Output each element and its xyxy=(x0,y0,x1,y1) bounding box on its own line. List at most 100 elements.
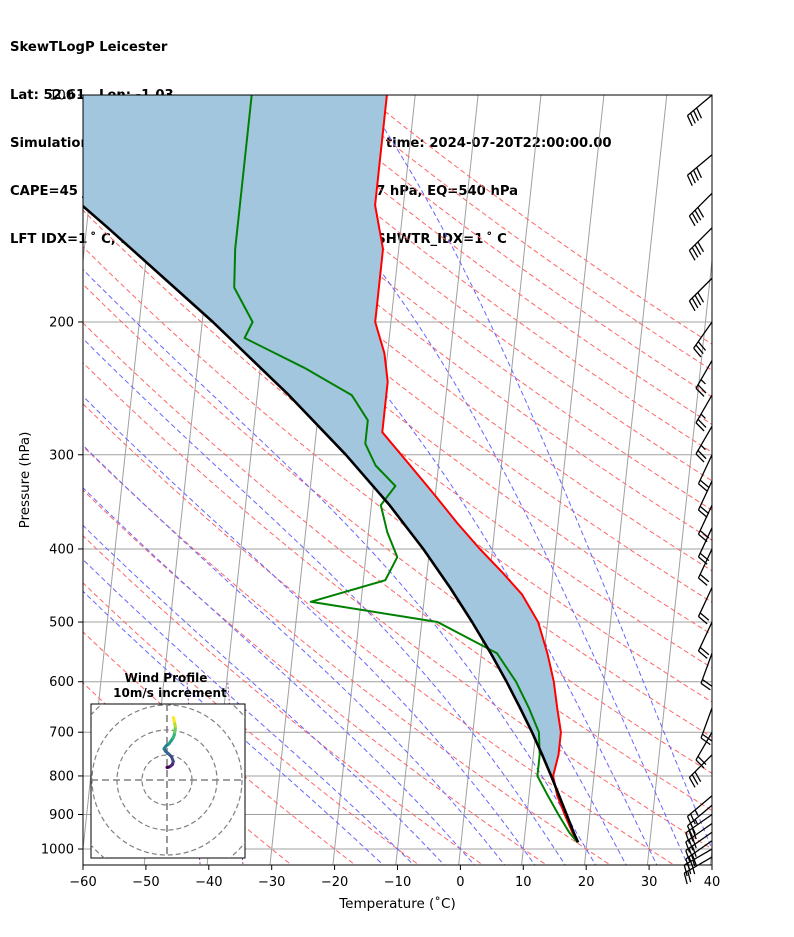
wind-barb-flag xyxy=(699,552,710,562)
wind-barb-staff xyxy=(687,804,713,827)
wind-barb xyxy=(697,480,713,518)
hodograph-subtitle: 10m/s increment xyxy=(113,686,227,700)
wind-barb-flag xyxy=(689,172,696,184)
moist-adiabat-line xyxy=(226,95,689,865)
wind-barb-flag xyxy=(697,241,705,253)
wind-barb-flag xyxy=(688,777,696,788)
x-tick-label: 40 xyxy=(704,875,721,890)
wind-barb-flag xyxy=(702,733,713,742)
dry-adiabat-line xyxy=(266,95,712,425)
wind-barb-flag xyxy=(694,771,702,783)
wind-barb-staff xyxy=(697,621,713,652)
wind-barb-staff xyxy=(695,360,713,389)
wind-barb xyxy=(685,822,713,853)
wind-barb-flag xyxy=(697,292,705,303)
wind-barb xyxy=(700,653,713,691)
wind-barb-flag xyxy=(688,848,694,860)
moist-adiabat-line xyxy=(83,395,536,865)
wind-barb xyxy=(695,360,713,397)
wind-barb-flag xyxy=(694,244,702,255)
wind-barb-staff xyxy=(700,653,713,684)
wind-barb-flag xyxy=(695,344,704,355)
wind-barb-flag xyxy=(691,837,697,849)
wind-barb xyxy=(695,425,713,463)
wind-barb-flag xyxy=(696,167,703,179)
moist-adiabat-line xyxy=(83,268,597,865)
dry-adiabat-line xyxy=(83,283,712,774)
dry-adiabat-line xyxy=(83,582,420,865)
x-tick-label: 10 xyxy=(515,875,532,890)
cape-area xyxy=(83,95,579,843)
wind-barb-flag xyxy=(697,418,707,428)
dry-adiabat-line xyxy=(168,95,712,511)
x-tick-label: −60 xyxy=(69,875,96,890)
wind-barb-staff xyxy=(687,94,713,117)
wind-barb-staff xyxy=(688,754,713,778)
wind-barb-flag xyxy=(698,650,708,659)
moist-adiabat-line xyxy=(83,337,566,865)
wind-barb-flag xyxy=(685,841,691,853)
wind-barb xyxy=(685,840,713,871)
wind-barb-staff xyxy=(697,527,713,558)
wind-barb-half-flag xyxy=(694,819,699,826)
wind-barb-staff xyxy=(697,504,713,535)
dewpoint-profile xyxy=(233,95,579,844)
y-tick-label: 1000 xyxy=(41,843,74,858)
wind-barb-flag xyxy=(700,682,711,691)
wind-barb-flag xyxy=(697,207,705,218)
wind-barb-flag xyxy=(695,387,705,397)
wind-barb-flag xyxy=(689,813,696,825)
wind-barb-flag xyxy=(688,250,696,261)
isotherm-line xyxy=(458,95,542,865)
wind-barb-staff xyxy=(685,840,713,860)
y-tick-label: 400 xyxy=(49,542,74,557)
wind-barb-flag xyxy=(698,616,708,625)
y-tick-label: 100 xyxy=(49,89,74,104)
wind-barb-flag xyxy=(686,175,693,186)
wind-barb-half-flag xyxy=(692,867,696,875)
wind-barb-flag xyxy=(688,839,694,851)
wind-barb xyxy=(688,277,713,312)
moist-adiabat-line xyxy=(83,524,445,865)
wind-barb-flag xyxy=(686,825,693,837)
title-station: SkewTLogP Leicester xyxy=(10,40,168,55)
y-tick-label: 500 xyxy=(49,616,74,631)
isotherm-line xyxy=(709,844,712,865)
wind-barb-flag xyxy=(698,483,708,492)
hodograph-trace-segment xyxy=(171,716,176,721)
profile-lines xyxy=(83,95,580,844)
wind-barb-flag xyxy=(683,872,688,885)
y-tick-label: 200 xyxy=(49,315,74,330)
wind-barb-half-flag xyxy=(700,413,706,419)
wind-barb-staff xyxy=(683,848,713,866)
wind-barb xyxy=(686,795,713,827)
dry-adiabat-line xyxy=(83,489,548,865)
wind-barb xyxy=(688,754,713,788)
wind-barb-flag xyxy=(695,422,705,432)
wind-barb-flag xyxy=(693,110,699,122)
wind-barb xyxy=(697,454,713,492)
wind-barb-staff xyxy=(695,394,713,424)
x-tick-label: 0 xyxy=(456,875,464,890)
dry-adiabat-line xyxy=(83,535,484,865)
wind-barb xyxy=(700,707,713,746)
wind-barb-flag xyxy=(686,816,693,827)
hodograph-inset xyxy=(90,703,246,859)
dry-adiabat-line xyxy=(83,403,676,865)
wind-barb-flag xyxy=(691,845,697,857)
temperature-profile xyxy=(374,95,579,843)
wind-barb-staff xyxy=(687,154,713,176)
x-tick-label: −40 xyxy=(195,875,222,890)
wind-barb xyxy=(697,587,713,625)
dry-adiabat-line xyxy=(83,139,712,636)
wind-barb xyxy=(688,227,713,261)
y-tick-label: 600 xyxy=(49,675,74,690)
wind-barb-staff xyxy=(693,321,713,349)
dry-adiabat-line xyxy=(83,631,357,865)
y-tick-label: 700 xyxy=(49,726,74,741)
dry-adiabat-line xyxy=(83,362,712,850)
wind-barb-flag xyxy=(693,169,699,181)
wind-barb-staff xyxy=(688,192,713,217)
parcel-profile xyxy=(83,204,580,843)
